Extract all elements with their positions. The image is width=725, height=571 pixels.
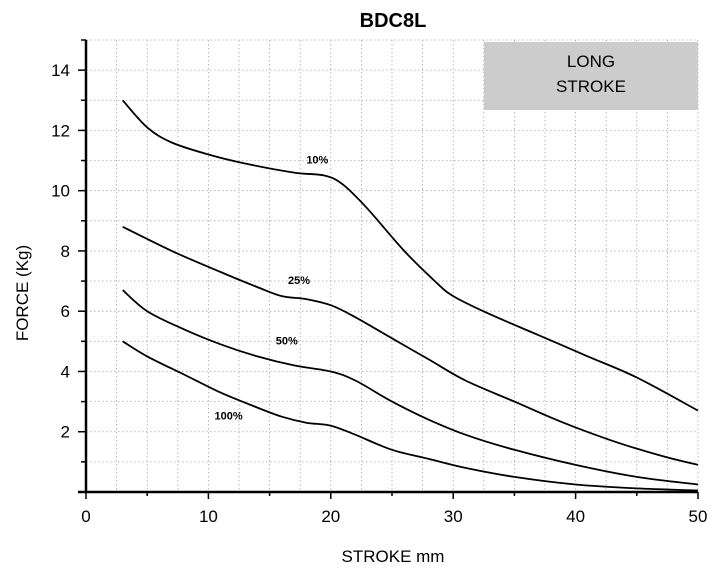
y-tick-label: 10 [51,182,70,201]
annotation-box [484,42,698,110]
x-axis-label: STROKE mm [342,547,445,566]
series-label-100-percent: 100% [215,411,243,423]
y-tick-label: 4 [61,362,70,381]
series-line-10-percent [122,99,699,412]
grid [85,39,699,492]
y-tick-label: 12 [51,121,70,140]
annotation-line-2: STROKE [556,77,626,96]
series-label-10-percent: 10% [306,155,328,167]
series-line-50-percent [122,289,699,486]
tick-labels: 0 10 20 30 40 50 2 4 6 8 10 12 14 [51,61,707,526]
x-tick-label: 0 [81,507,90,526]
chart-title: BDC8L [360,10,427,32]
x-tick-label: 30 [444,507,463,526]
series-line-100-percent [122,340,699,492]
y-tick-label: 2 [61,423,70,442]
series: 10% 25% 50% 100% [122,99,699,492]
x-tick-label: 50 [689,507,708,526]
axes [78,39,699,499]
x-tick-label: 40 [566,507,585,526]
y-tick-label: 8 [61,242,70,261]
long-stroke-annotation: LONG STROKE [484,42,698,110]
annotation-line-1: LONG [567,52,615,71]
x-tick-label: 20 [321,507,340,526]
y-tick-label: 6 [61,302,70,321]
x-tick-label: 10 [199,507,218,526]
series-label-25-percent: 25% [288,275,310,287]
y-tick-label: 14 [51,61,70,80]
series-line-25-percent [122,225,699,466]
y-axis-label: FORCE (Kg) [13,245,32,341]
series-label-50-percent: 50% [276,335,298,347]
